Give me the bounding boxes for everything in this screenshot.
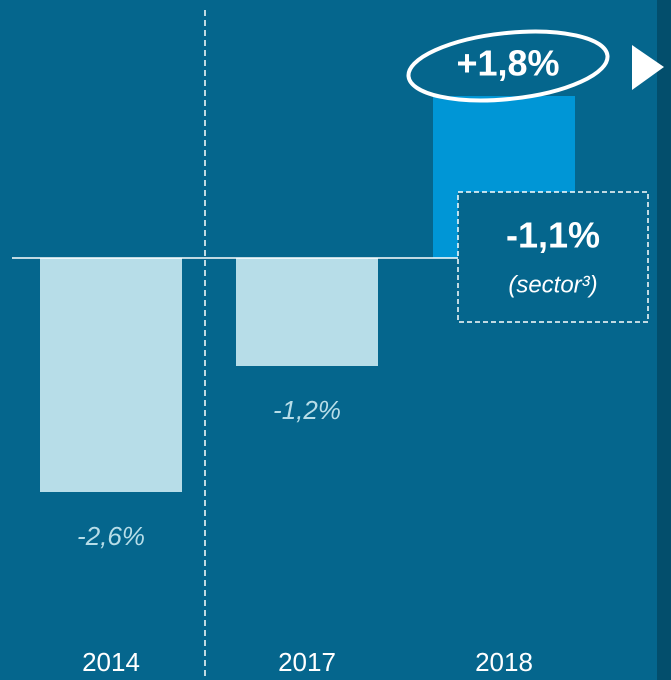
annotation-box — [457, 191, 649, 323]
labels: -2,6% 2014 -1,2% 2017 2018 — [77, 395, 533, 677]
bar — [40, 258, 182, 492]
highlight-ellipse — [406, 29, 610, 103]
arrow — [632, 45, 664, 90]
value-label: -2,6% — [77, 521, 145, 551]
bar — [236, 258, 378, 366]
side-strip — [657, 0, 671, 680]
x-tick-label: 2014 — [82, 647, 140, 677]
value-label: -1,2% — [273, 395, 341, 425]
annotation-label: -1,1% — [506, 215, 600, 256]
value-label: +1,8% — [456, 43, 559, 84]
annotation-sublabel: (sector³) — [508, 271, 597, 298]
x-tick-label: 2017 — [278, 647, 336, 677]
x-tick-label: 2018 — [475, 647, 533, 677]
